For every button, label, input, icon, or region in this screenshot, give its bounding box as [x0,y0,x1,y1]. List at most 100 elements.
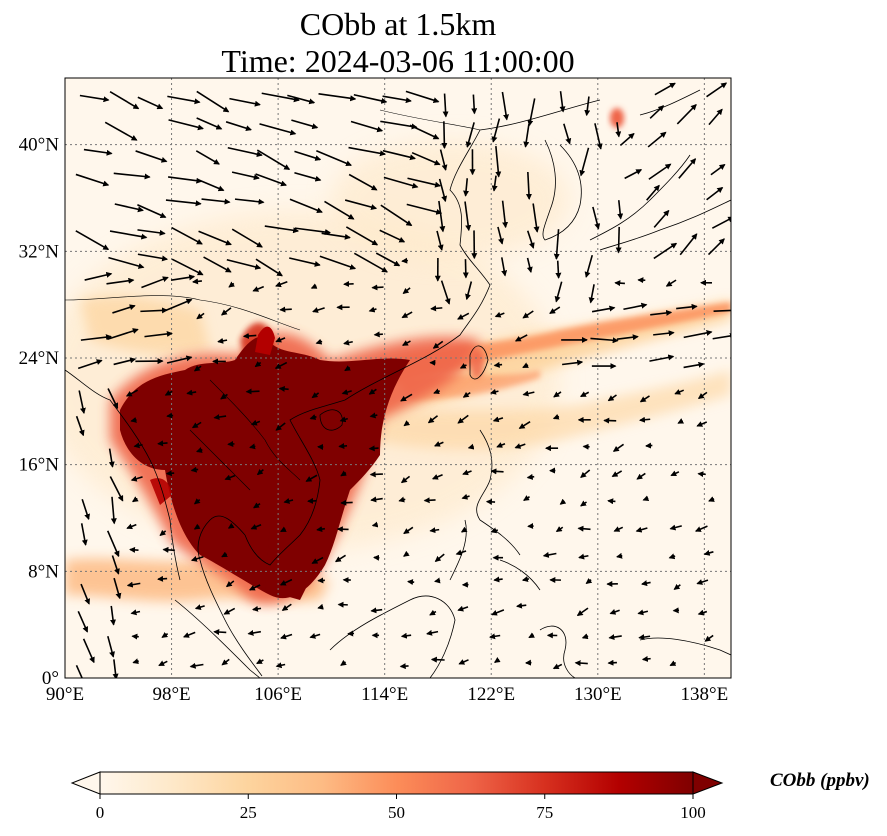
colorbar-low-extend [70,771,101,795]
wind-arrow [697,609,708,616]
wind-arrow [615,226,622,254]
wind-arrow [471,94,478,115]
wind-arrow [382,95,412,104]
wind-arrow [343,339,353,346]
colorbar-tick-label: 50 [388,803,405,822]
wind-arrow [432,340,444,349]
wind-arrow [491,609,505,616]
wind-arrow [527,98,536,127]
wind-arrow [438,178,448,203]
wind-arrow [220,307,232,316]
y-tick-label: 16°N [19,455,60,476]
wind-arrow [427,415,439,424]
x-tick-label: 122°E [467,684,515,705]
wind-arrow [514,334,528,342]
wind-arrow [203,256,232,273]
wind-arrow [196,312,205,320]
wind-arrow [497,226,504,245]
wind-arrow [528,632,535,639]
wind-arrow [109,90,140,110]
wind-arrow [514,443,526,449]
wind-arrow [283,498,294,504]
wind-arrow [158,660,168,667]
wind-arrow [324,200,355,220]
wind-arrow [442,93,449,118]
wind-arrow [315,338,323,345]
wind-arrow [591,305,616,313]
wind-arrow [400,393,413,402]
wind-arrow [75,415,85,437]
wind-arrow [581,633,589,640]
wind-arrow [220,393,228,400]
wind-arrow [708,496,715,502]
wind-arrow [590,337,619,344]
wind-arrow [227,146,263,158]
wind-arrow [607,498,616,505]
wind-arrow [348,173,378,191]
wind-arrow [110,605,116,626]
wind-arrow [80,523,88,546]
wind-arrow [491,118,501,143]
wind-arrow [113,357,137,366]
wind-arrow [495,146,502,178]
wind-arrow [213,414,227,421]
wind-arrow [615,122,622,138]
wind-arrow [106,277,135,285]
wind-arrow [518,420,531,430]
wind-arrow [669,660,677,667]
wind-arrow [255,173,287,187]
wind-arrow [83,148,113,156]
wind-arrow [129,546,139,553]
wind-arrow [256,658,264,665]
wind-arrow [108,256,145,269]
wind-arrow [401,257,408,264]
map-frame [64,77,732,679]
wind-arrow [464,201,472,232]
wind-arrow [653,209,670,228]
wind-arrow [399,663,409,670]
title-line-1: CObb at 1.5km [299,6,497,42]
wind-arrow [555,526,564,533]
wind-arrow [653,242,678,260]
wind-arrow [426,629,439,636]
wind-arrow [108,448,115,468]
wind-arrow [559,91,566,113]
wind-arrow [382,149,416,161]
wind-arrow [353,252,388,273]
wind-arrow [107,328,139,340]
wind-arrow [316,150,352,167]
wind-arrow [704,634,714,642]
concentration-field [65,108,731,604]
x-tick-label: 138°E [681,684,729,705]
wind-arrow [189,662,204,669]
wind-arrow [403,550,410,557]
wind-arrow [167,176,203,184]
wind-arrow [192,278,202,285]
wind-arrow [368,445,379,452]
x-tick-label: 90°E [46,684,84,705]
wind-arrow [164,390,173,396]
wind-arrow [248,584,261,591]
wind-arrow [711,216,731,229]
wind-arrow [311,556,324,564]
wind-arrow [77,359,103,370]
wind-arrow [167,95,201,105]
wind-arrow [642,495,650,502]
wind-arrow [579,147,590,177]
wind-arrow [279,526,287,533]
wind-arrow [344,199,378,210]
wind-arrow [254,361,262,368]
wind-arrow [162,546,175,553]
wind-arrow [294,150,322,161]
wind-arrow [279,578,293,586]
wind-arrow [229,97,261,107]
wind-arrow [434,553,445,562]
wind-arrow [493,576,503,583]
wind-arrow [104,121,138,141]
wind-arrow [683,329,713,339]
wind-arrow [403,526,414,535]
wind-arrow [553,391,562,398]
wind-arrow [458,659,469,665]
wind-arrow [131,633,139,640]
